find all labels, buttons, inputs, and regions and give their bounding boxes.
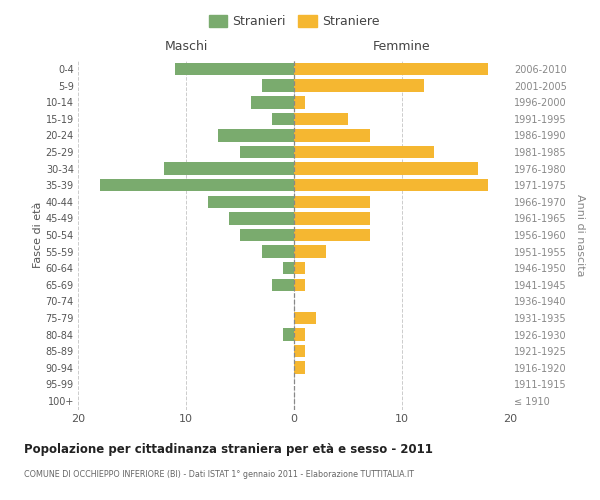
- Y-axis label: Anni di nascita: Anni di nascita: [575, 194, 586, 276]
- Text: Popolazione per cittadinanza straniera per età e sesso - 2011: Popolazione per cittadinanza straniera p…: [24, 442, 433, 456]
- Bar: [294, 262, 305, 274]
- Y-axis label: Fasce di età: Fasce di età: [32, 202, 43, 268]
- Bar: [100, 179, 294, 192]
- Bar: [294, 130, 370, 141]
- Bar: [229, 212, 294, 224]
- Bar: [294, 345, 305, 358]
- Bar: [294, 278, 305, 291]
- Bar: [294, 112, 348, 125]
- Text: Maschi: Maschi: [164, 40, 208, 53]
- Bar: [294, 246, 326, 258]
- Bar: [175, 63, 294, 76]
- Bar: [262, 80, 294, 92]
- Bar: [294, 362, 305, 374]
- Bar: [251, 96, 294, 108]
- Bar: [294, 162, 478, 175]
- Bar: [294, 328, 305, 340]
- Bar: [294, 96, 305, 108]
- Text: Femmine: Femmine: [373, 40, 431, 53]
- Bar: [294, 80, 424, 92]
- Bar: [294, 63, 488, 76]
- Bar: [283, 328, 294, 340]
- Bar: [218, 130, 294, 141]
- Bar: [240, 229, 294, 241]
- Bar: [272, 112, 294, 125]
- Bar: [164, 162, 294, 175]
- Bar: [283, 262, 294, 274]
- Text: COMUNE DI OCCHIEPPO INFERIORE (BI) - Dati ISTAT 1° gennaio 2011 - Elaborazione T: COMUNE DI OCCHIEPPO INFERIORE (BI) - Dat…: [24, 470, 414, 479]
- Bar: [294, 212, 370, 224]
- Bar: [272, 278, 294, 291]
- Legend: Stranieri, Straniere: Stranieri, Straniere: [203, 10, 385, 34]
- Bar: [294, 312, 316, 324]
- Bar: [262, 246, 294, 258]
- Bar: [208, 196, 294, 208]
- Bar: [240, 146, 294, 158]
- Bar: [294, 229, 370, 241]
- Bar: [294, 196, 370, 208]
- Bar: [294, 179, 488, 192]
- Bar: [294, 146, 434, 158]
